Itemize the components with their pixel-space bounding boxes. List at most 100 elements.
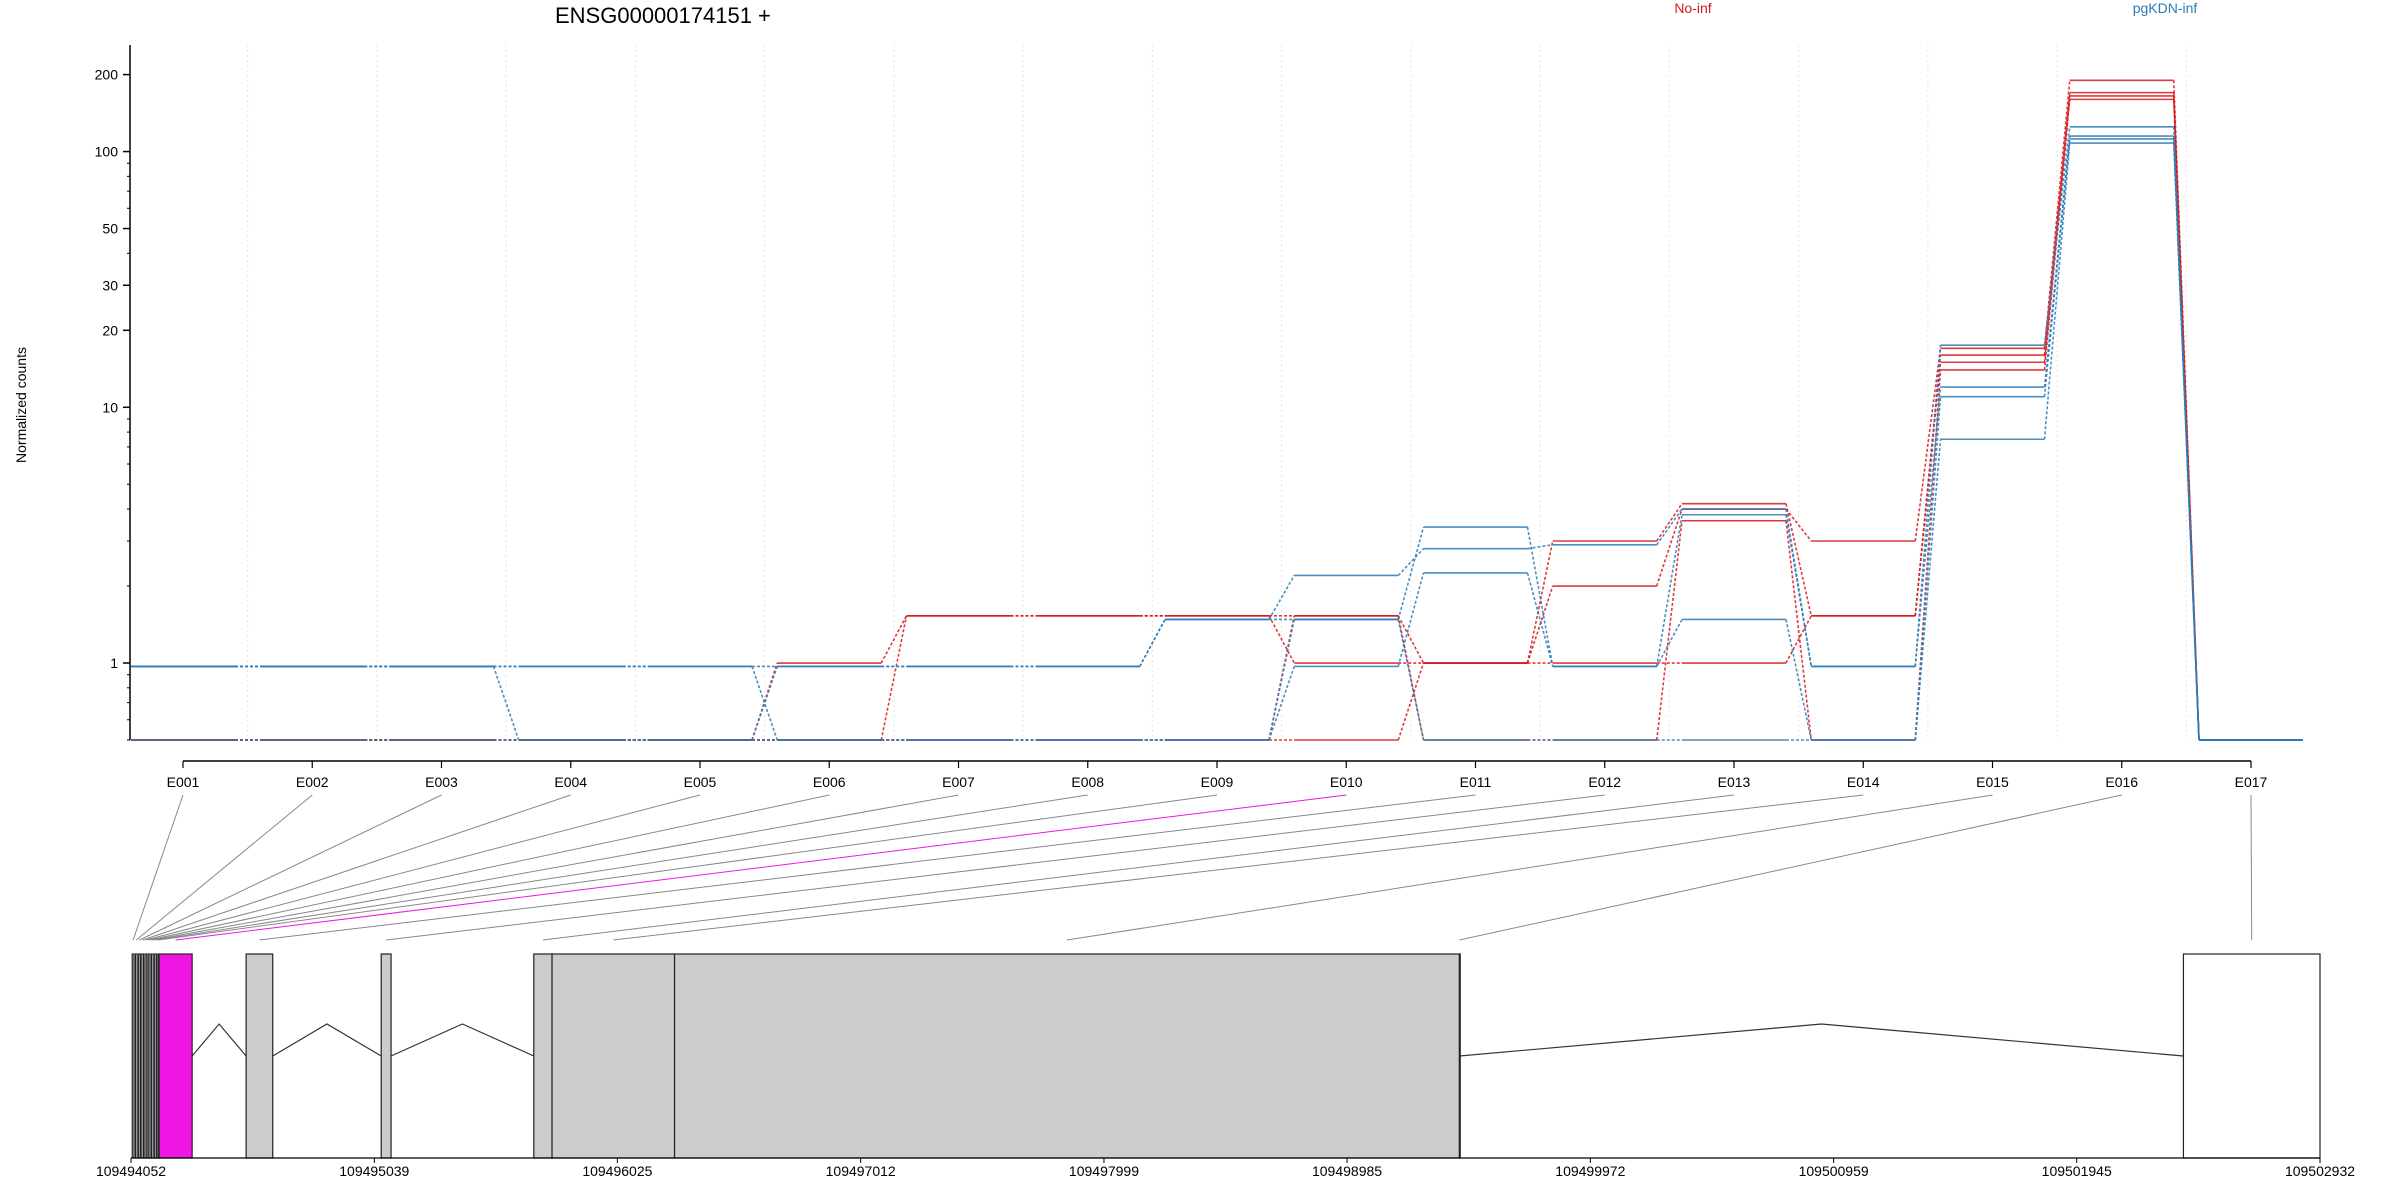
series-0 — [131, 79, 2303, 741]
series-connector — [751, 666, 779, 741]
series-3 — [131, 98, 2303, 741]
grid-lines — [247, 45, 2187, 740]
x-tick-label: E005 — [684, 774, 717, 790]
series-connector — [2043, 138, 2071, 397]
series-connector — [1397, 526, 1425, 620]
genomic-tick-label: 109501945 — [2042, 1163, 2112, 1179]
connector-E005 — [145, 794, 701, 941]
intron-line — [390, 1023, 535, 1057]
series-connector — [1139, 619, 1166, 667]
x-tick-label: E011 — [1460, 774, 1492, 790]
y-tick-label: 200 — [95, 67, 119, 83]
series-connector — [1397, 548, 1425, 577]
series-connector — [2043, 92, 2071, 356]
series-connector — [1785, 503, 1813, 616]
exon-box-E010 — [158, 953, 193, 1159]
exon-box-E003 — [138, 953, 141, 1159]
connector-E008 — [155, 794, 1088, 941]
series-connector — [1397, 619, 1425, 741]
genomic-tick-label: 109498985 — [1312, 1163, 1382, 1179]
series-connector — [1656, 503, 1683, 542]
exon-box-E013 — [533, 953, 553, 1159]
series-connector — [1527, 543, 1553, 550]
series-connector — [1914, 439, 1942, 741]
series-connector — [1526, 572, 1554, 667]
series-connector — [1785, 619, 1813, 741]
x-tick-label: E010 — [1330, 774, 1363, 790]
series-connector — [1914, 386, 1942, 667]
x-tick-label: E014 — [1847, 774, 1880, 790]
y-tick-label: 50 — [102, 221, 118, 237]
exon-box-E015 — [673, 953, 1461, 1159]
series-2 — [131, 95, 2303, 741]
exon-box-E002 — [134, 953, 138, 1159]
exon-box-E014 — [551, 953, 676, 1159]
exon-connectors — [132, 794, 2253, 941]
connector-E016 — [1459, 794, 2122, 941]
series-connector — [1268, 575, 1295, 620]
gene-title: ENSG00000174151 + — [555, 3, 771, 28]
series-connector — [1268, 666, 1296, 741]
series-lines — [131, 79, 2303, 741]
series-connector — [1268, 615, 1295, 664]
series-7 — [131, 142, 2303, 741]
x-tick-label: E017 — [2235, 774, 2268, 790]
exon-box-E001 — [131, 953, 135, 1159]
exon-box-E004 — [141, 953, 145, 1159]
genomic-axis: 109494052 109495039 109496025 109497012 1094… — [96, 1157, 2355, 1179]
connector-E015 — [1066, 794, 1993, 941]
exon-box-E008 — [154, 953, 157, 1159]
genomic-tick-label: 109502932 — [2285, 1163, 2355, 1179]
series-connector — [1655, 520, 1683, 741]
legend-label-no-inf: No-inf — [1674, 0, 1711, 16]
connector-E011 — [259, 794, 1476, 941]
series-1 — [131, 91, 2303, 741]
genomic-tick-label: 109500959 — [1799, 1163, 1869, 1179]
series-connector — [2043, 126, 2071, 346]
series-connector — [2043, 142, 2071, 440]
series-connector — [1655, 514, 1683, 667]
series-connector — [1785, 520, 1813, 741]
series-connector — [1785, 508, 1812, 542]
series-connector — [2172, 142, 2200, 741]
genomic-tick-label: 109495039 — [339, 1163, 409, 1179]
series-connector — [1397, 615, 1425, 664]
series-connector — [1526, 585, 1554, 664]
x-tick-label: E002 — [296, 774, 329, 790]
series-connector — [1656, 619, 1683, 667]
x-tick-label: E012 — [1588, 774, 1621, 790]
y-tick-label: 20 — [102, 322, 118, 338]
genomic-tick-label: 109497012 — [826, 1163, 896, 1179]
genomic-tick-label: 109499972 — [1555, 1163, 1625, 1179]
series-connector — [1785, 615, 1812, 664]
series-connector — [1656, 508, 1683, 546]
genomic-tick-label: 109496025 — [582, 1163, 652, 1179]
exon-box-E011 — [245, 953, 274, 1159]
series-connector — [492, 666, 520, 741]
series-connector — [1526, 540, 1554, 664]
x-tick-label: E013 — [1718, 774, 1751, 790]
y-axis: 1 10 20 30 50 100 200 — [95, 45, 131, 741]
series-4 — [131, 125, 2303, 741]
x-tick-label: E016 — [2105, 774, 2138, 790]
connector-E010 — [175, 794, 1347, 941]
exon-box-E006 — [147, 953, 151, 1159]
x-tick-label: E006 — [813, 774, 846, 790]
connector-E014 — [613, 794, 1864, 941]
intron-line — [191, 1023, 247, 1057]
connector-E003 — [139, 794, 442, 941]
connector-E009 — [158, 794, 1218, 941]
y-tick-label: 1 — [110, 655, 118, 671]
series-5 — [131, 135, 2303, 741]
series-connector — [1397, 662, 1425, 741]
x-tick-label: E009 — [1201, 774, 1234, 790]
genomic-tick-label: 109497999 — [1069, 1163, 1139, 1179]
x-tick-label: E001 — [167, 774, 200, 790]
x-tick-label: E004 — [554, 774, 587, 790]
series-connector — [1914, 345, 1942, 667]
connector-E017 — [2250, 794, 2253, 941]
series-connector — [880, 615, 908, 741]
series-connector — [2172, 99, 2200, 741]
exon-box-E012 — [380, 953, 392, 1159]
